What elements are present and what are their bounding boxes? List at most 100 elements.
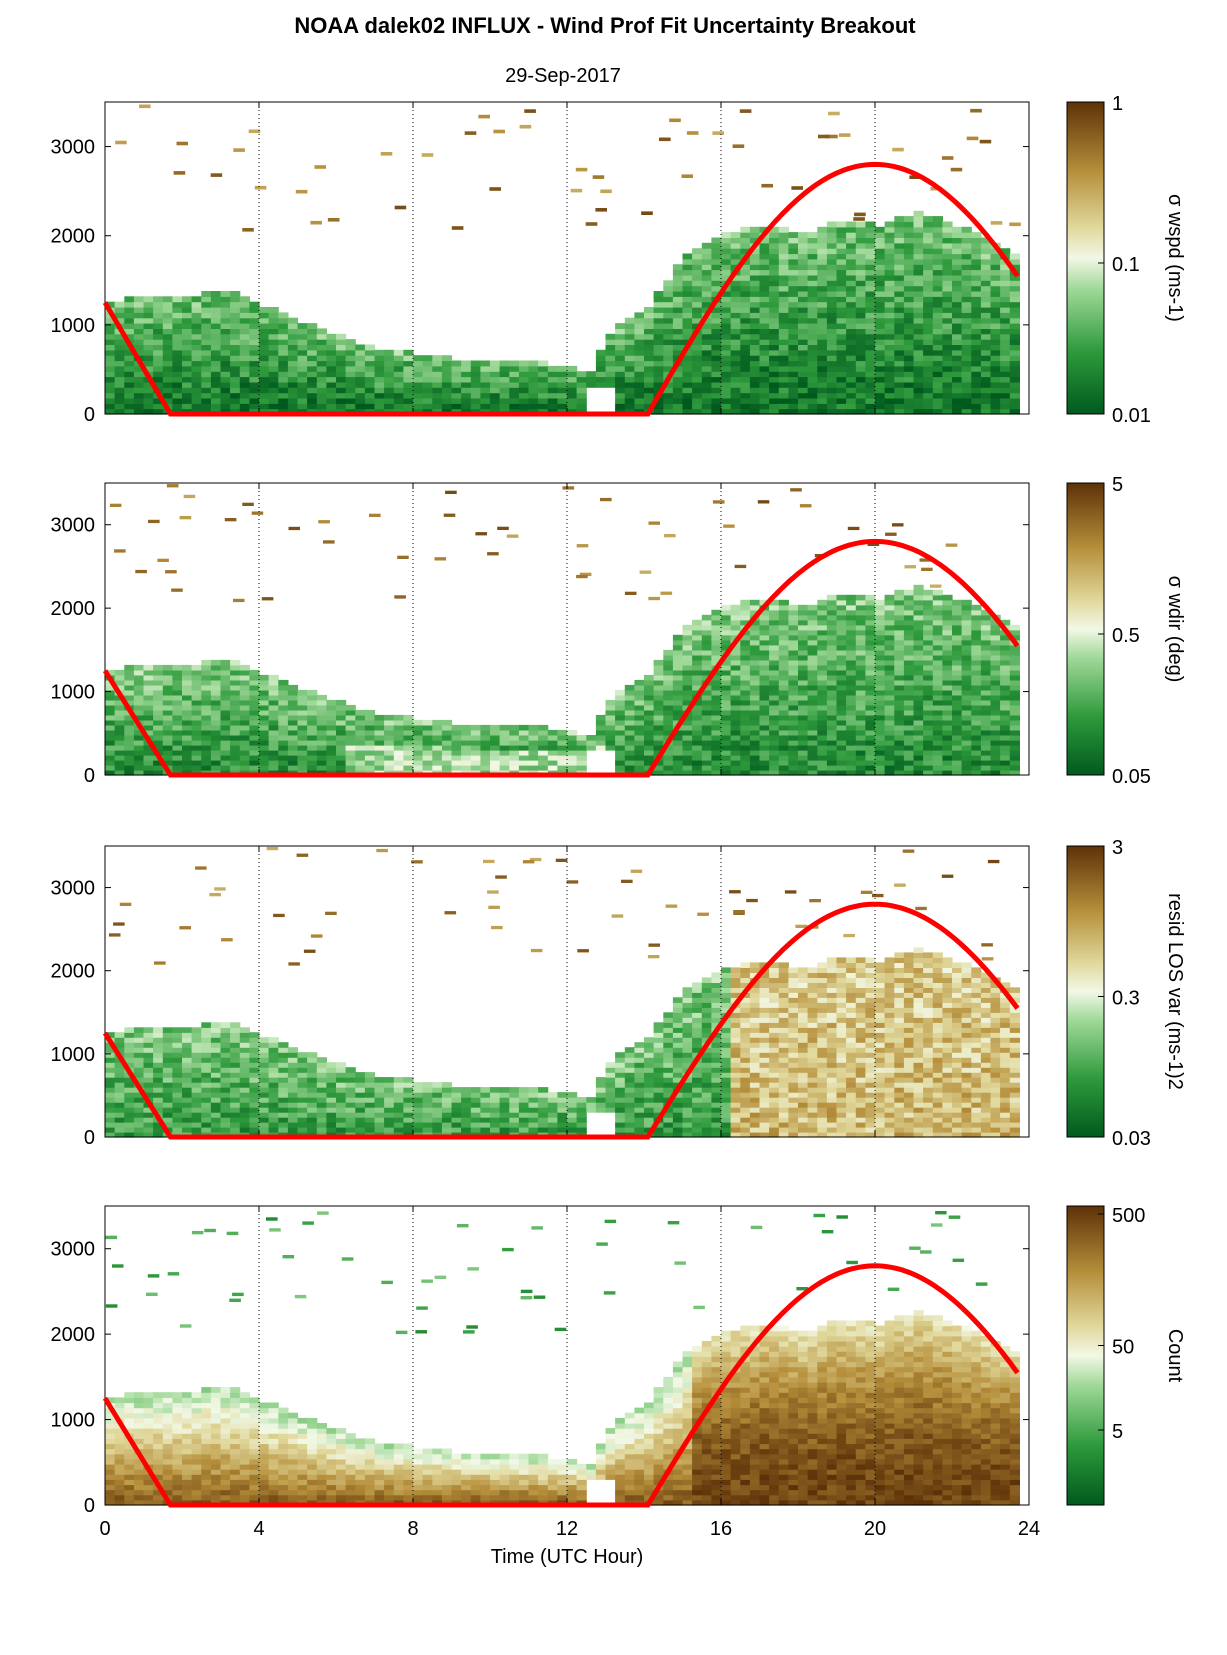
heatmap-cell	[865, 674, 876, 681]
heatmap-cell	[230, 1047, 241, 1053]
heatmap-cell	[836, 719, 847, 726]
heatmap-cell	[143, 349, 154, 356]
heatmap-cell	[162, 1122, 173, 1128]
heatmap-cell	[692, 619, 703, 626]
heatmap-cell	[441, 724, 453, 731]
heatmap-cell	[980, 704, 992, 711]
heatmap-cell	[576, 398, 587, 404]
heatmap-cell	[182, 724, 193, 731]
heatmap-cell	[461, 387, 472, 394]
heatmap-cell	[836, 674, 847, 681]
heatmap-cell	[846, 323, 857, 329]
heatmap-cell	[143, 333, 154, 340]
heatmap-cell	[854, 212, 866, 217]
heatmap-cell	[749, 333, 761, 340]
heatmap-cell	[210, 719, 222, 726]
heatmap-cell	[734, 564, 747, 569]
heatmap-cell	[980, 765, 992, 771]
heatmap-cell	[778, 376, 789, 383]
heatmap-cell	[201, 1042, 212, 1048]
heatmap-cell	[740, 760, 751, 766]
heatmap-cell	[133, 765, 145, 771]
heatmap-cell	[297, 1082, 308, 1088]
heatmap-cell	[220, 344, 231, 351]
heatmap-cell	[663, 307, 674, 313]
heatmap-cell	[538, 765, 549, 771]
heatmap-cell	[393, 740, 404, 746]
heatmap-cell	[133, 699, 145, 706]
heatmap-cell	[740, 392, 751, 399]
heatmap-cell	[855, 644, 866, 651]
heatmap-cell	[730, 755, 741, 761]
heatmap-cell	[615, 365, 626, 372]
heatmap-cell	[230, 291, 241, 297]
heatmap-cell	[932, 714, 943, 721]
heatmap-cell	[711, 729, 722, 736]
heatmap-cell	[846, 755, 857, 761]
heatmap-cell	[297, 760, 308, 766]
heatmap-cell	[692, 312, 703, 319]
heatmap-cell	[952, 679, 963, 686]
heatmap-cell	[297, 323, 308, 329]
heatmap-cell	[634, 679, 645, 686]
heatmap-cell	[990, 770, 1001, 776]
heatmap-cell	[759, 344, 770, 351]
heatmap-cell	[162, 392, 173, 399]
heatmap-cell	[307, 719, 318, 726]
heatmap-cell	[124, 1052, 135, 1058]
heatmap-cell	[220, 317, 231, 324]
heatmap-cell	[817, 689, 828, 696]
heatmap-cell	[730, 365, 741, 372]
heatmap-cell	[124, 699, 135, 706]
heatmap-cell	[817, 301, 828, 308]
heatmap-cell	[692, 765, 703, 771]
heatmap-cell	[769, 269, 780, 276]
heatmap-cell	[182, 1037, 193, 1043]
heatmap-cell	[230, 719, 241, 726]
heatmap-cell	[788, 765, 799, 771]
heatmap-cell	[980, 312, 992, 319]
heatmap-cell	[903, 371, 915, 378]
heatmap-cell	[162, 307, 173, 313]
heatmap-cell	[443, 513, 456, 517]
heatmap-cell	[191, 740, 202, 746]
heatmap-cell	[210, 392, 222, 399]
heatmap-cell	[355, 760, 366, 766]
heatmap-cell	[287, 1097, 299, 1103]
heatmap-cell	[220, 301, 231, 308]
heatmap-cell	[894, 269, 905, 276]
heatmap-cell	[788, 323, 799, 329]
heatmap-cell	[105, 408, 116, 415]
heatmap-cell	[826, 644, 838, 651]
heatmap-cell	[1009, 355, 1020, 362]
heatmap-cell	[191, 1092, 202, 1098]
heatmap-cell	[133, 689, 145, 696]
heatmap-cell	[210, 307, 222, 313]
heatmap-cell	[393, 371, 404, 378]
heatmap-cell	[701, 371, 712, 378]
heatmap-cell	[855, 360, 866, 367]
heatmap-cell	[846, 609, 857, 616]
heatmap-cell	[557, 398, 568, 404]
heatmap-cell	[307, 381, 318, 388]
heatmap-cell	[740, 248, 751, 255]
heatmap-cell	[403, 740, 414, 746]
heatmap-cell	[817, 269, 828, 276]
heatmap-cell	[980, 674, 992, 681]
heatmap-cell	[952, 291, 963, 297]
heatmap-cell	[875, 360, 886, 367]
heatmap-cell	[278, 689, 289, 696]
heatmap-cell	[711, 274, 722, 281]
heatmap-cell	[528, 760, 539, 766]
heatmap-cell	[865, 285, 876, 292]
heatmap-cell	[961, 679, 972, 686]
heatmap-cell	[307, 765, 318, 771]
heatmap-cell	[528, 735, 539, 741]
heatmap-cell	[682, 684, 693, 691]
heatmap-cell	[903, 408, 915, 415]
heatmap-cell	[721, 760, 732, 766]
heatmap-cell	[836, 360, 847, 367]
heatmap-cell	[172, 714, 183, 721]
heatmap-cell	[624, 344, 635, 351]
heatmap-cell	[865, 392, 876, 399]
